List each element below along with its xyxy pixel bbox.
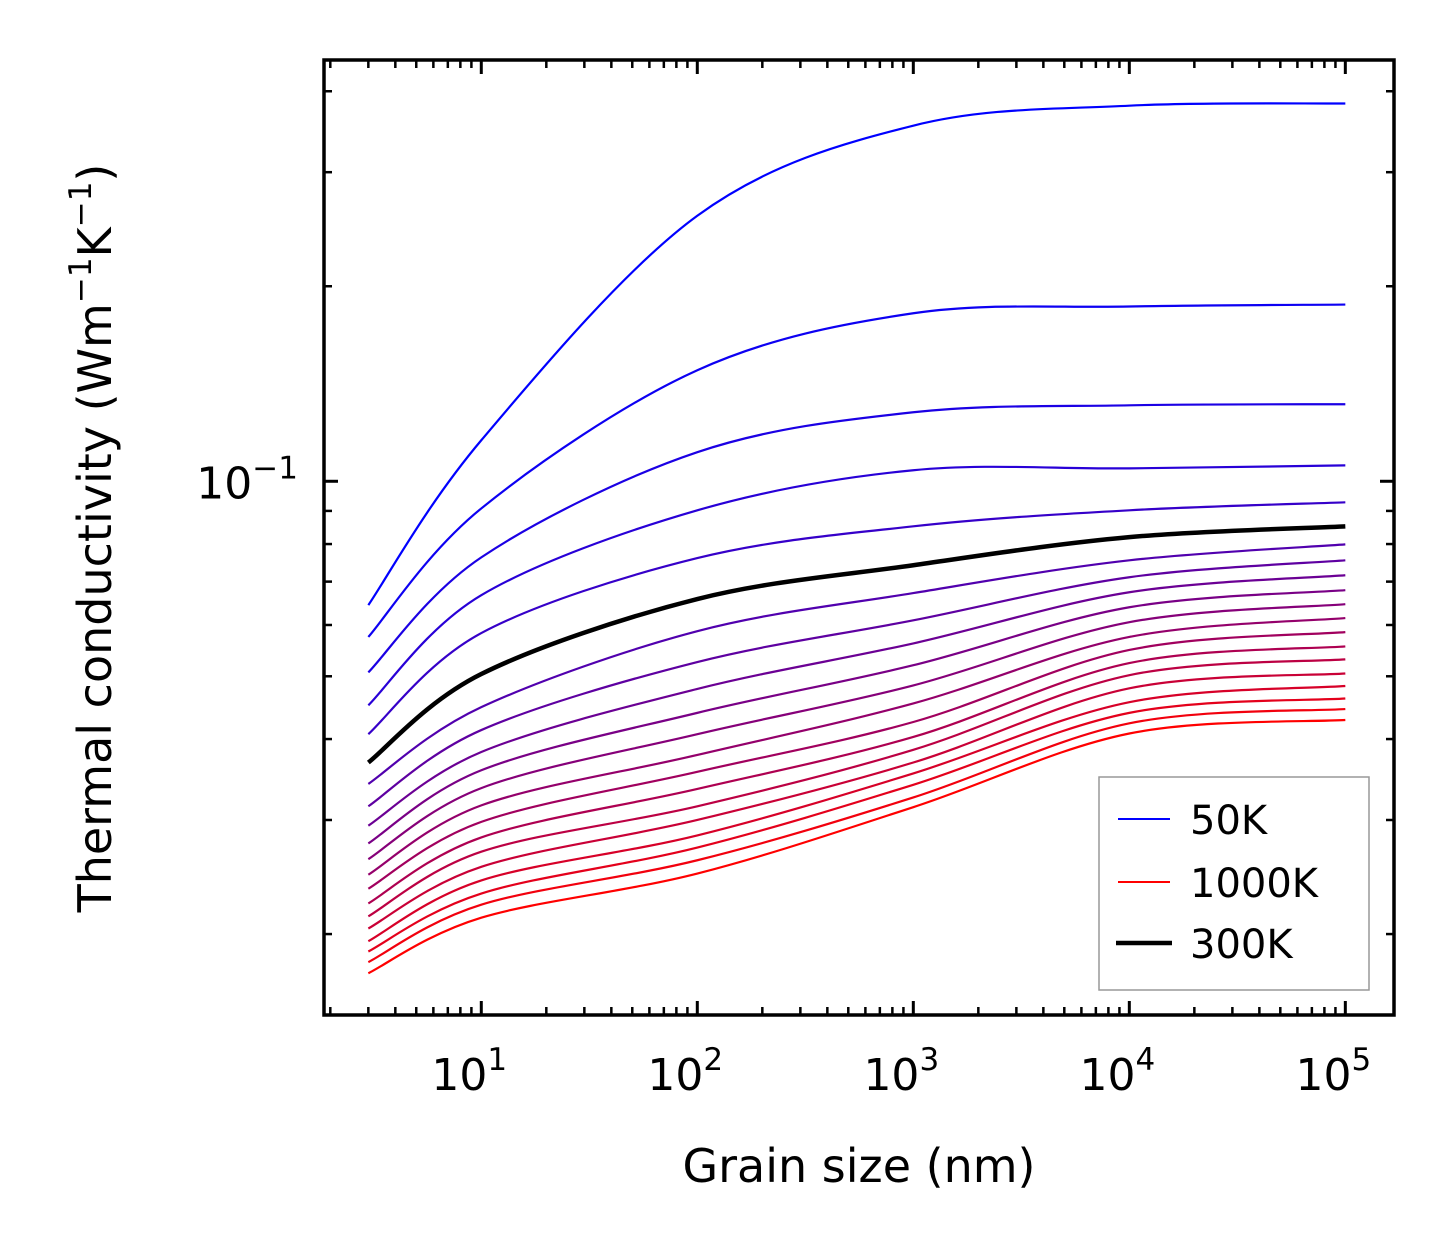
x-tick-labels: 101 102 103 104 105 (431, 1042, 1371, 1101)
y-tick-label: 10−1 (196, 450, 298, 509)
series-line-1000k (367, 718, 1346, 975)
y-tick-labels: 10−1 (196, 450, 298, 509)
x-tick-label: 103 (863, 1042, 939, 1101)
series-line-300k (366, 524, 1346, 765)
x-tick-label: 104 (1079, 1042, 1155, 1101)
series-line-350k (367, 543, 1346, 785)
series-line-150k (367, 403, 1346, 674)
series-line-50k (367, 102, 1346, 606)
series-line-250k (367, 501, 1346, 735)
x-tick-label-base: 10 (1079, 1050, 1135, 1101)
x-tick-label-base: 10 (431, 1050, 487, 1101)
y-axis-label-main: Thermal conductivity (Wm (68, 303, 122, 913)
series-line-600k (367, 616, 1346, 876)
y-axis-label-end: ) (68, 164, 122, 182)
series-layer (366, 102, 1346, 975)
series-line-450k (367, 574, 1346, 827)
x-tick-label-exp: 3 (919, 1042, 939, 1078)
series-line-100k (367, 303, 1346, 638)
x-tick-label-base: 10 (863, 1050, 919, 1101)
series-line-550k (367, 603, 1346, 861)
y-axis-label-mid: K (68, 225, 122, 257)
y-axis-label-sup1: −1 (63, 257, 99, 303)
x-tick-label: 102 (647, 1042, 723, 1101)
legend-label-1000k: 1000K (1190, 861, 1320, 907)
x-tick-label-base: 10 (1295, 1050, 1351, 1101)
x-tick-label: 101 (431, 1042, 507, 1101)
series-line-850k (367, 684, 1346, 943)
x-axis-label: Grain size (nm) (683, 1139, 1036, 1193)
series-line-200k (367, 464, 1346, 707)
x-tick-label-exp: 4 (1135, 1042, 1155, 1078)
legend-label-300k: 300K (1190, 922, 1294, 968)
legend-label-50k: 50K (1190, 798, 1269, 844)
x-tick-label-base: 10 (647, 1050, 703, 1101)
legend: 50K 1000K 300K (1098, 776, 1370, 991)
x-tick-label-exp: 1 (487, 1042, 507, 1078)
series-line-800k (367, 672, 1346, 930)
y-tick-label-base: 10 (196, 458, 252, 509)
y-axis-label: Thermal conductivity (Wm−1K−1) (63, 164, 122, 914)
series-line-900k (367, 697, 1346, 953)
series-line-500k (367, 589, 1346, 845)
legend-box (1098, 776, 1370, 991)
series-line-700k (367, 645, 1346, 905)
x-tick-label-exp: 2 (703, 1042, 723, 1078)
series-line-400k (367, 559, 1346, 808)
x-tick-label-exp: 5 (1351, 1042, 1371, 1078)
x-tick-label: 105 (1295, 1042, 1371, 1101)
series-line-750k (367, 658, 1346, 918)
y-tick-label-exp: −1 (252, 450, 298, 486)
plot-frame (322, 58, 1396, 1017)
series-line-950k (367, 707, 1346, 964)
y-axis-label-sup2: −1 (63, 182, 99, 228)
series-line-650k (367, 631, 1346, 890)
